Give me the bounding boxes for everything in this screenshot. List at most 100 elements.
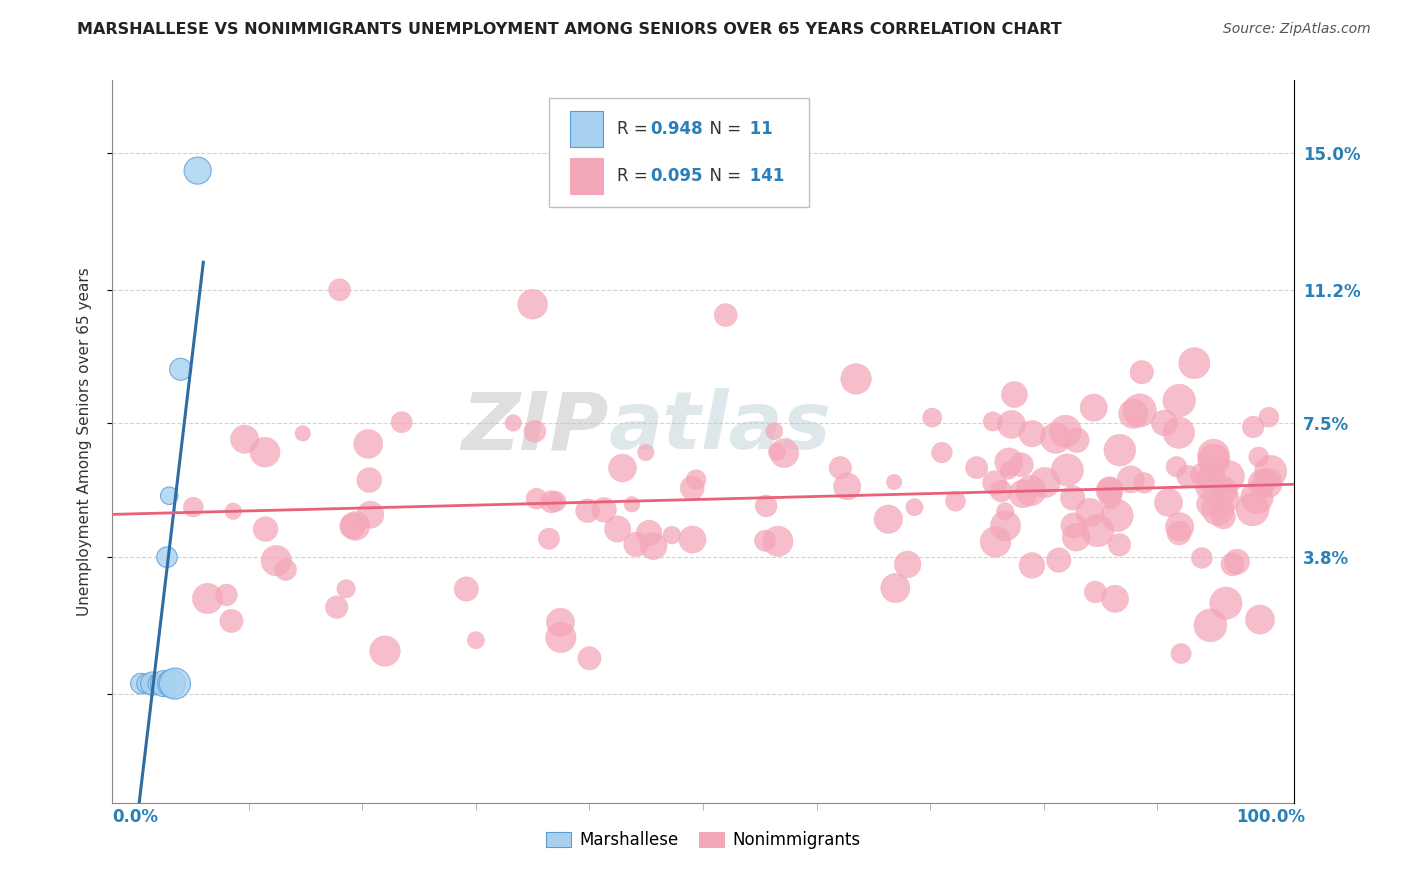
Point [883, 475, 905, 489]
Point [981, 414, 1004, 428]
Point [966, 460, 988, 475]
Point [1213, 483, 1236, 498]
Point [754, 533, 776, 548]
Point [1202, 448, 1225, 462]
Point [830, 460, 852, 475]
Point [391, 415, 413, 429]
Text: N =: N = [699, 120, 747, 138]
Point [526, 491, 548, 506]
Point [1099, 491, 1122, 505]
Point [612, 461, 634, 475]
Point [994, 504, 1017, 518]
Point [550, 631, 572, 645]
Point [1153, 416, 1175, 430]
Point [537, 532, 560, 546]
Point [1133, 475, 1156, 490]
FancyBboxPatch shape [569, 112, 603, 147]
FancyBboxPatch shape [569, 158, 603, 194]
Point [921, 410, 943, 425]
Point [1215, 492, 1237, 507]
Point [1241, 420, 1264, 434]
Point [233, 432, 256, 446]
Point [773, 446, 796, 460]
Text: 11: 11 [744, 120, 773, 138]
Point [643, 539, 665, 553]
Point [1064, 530, 1087, 544]
Point [1045, 431, 1067, 445]
Point [221, 614, 243, 628]
Point [540, 495, 562, 509]
Point [357, 437, 380, 451]
Point [1167, 425, 1189, 440]
Point [1222, 558, 1244, 572]
Point [714, 308, 737, 322]
Point [291, 426, 314, 441]
Point [146, 676, 169, 690]
Point [763, 424, 786, 438]
Point [1215, 596, 1237, 610]
Point [1241, 502, 1264, 516]
Point [1021, 426, 1043, 441]
Point [903, 500, 925, 515]
Text: N =: N = [699, 167, 747, 185]
Point [994, 518, 1017, 533]
Point [1033, 475, 1056, 490]
Point [502, 416, 524, 430]
Text: ZIP: ZIP [461, 388, 609, 467]
Point [1256, 475, 1278, 490]
Point [845, 372, 868, 386]
Point [464, 633, 486, 648]
Point [152, 676, 174, 690]
Text: MARSHALLESE VS NONIMMIGRANTS UNEMPLOYMENT AMONG SENIORS OVER 65 YEARS CORRELATIO: MARSHALLESE VS NONIMMIGRANTS UNEMPLOYMEN… [77, 22, 1062, 37]
Point [135, 676, 157, 690]
Point [344, 519, 367, 533]
Point [359, 508, 381, 522]
Point [335, 582, 357, 596]
Point [181, 500, 204, 515]
Point [1047, 553, 1070, 567]
Point [1191, 551, 1213, 566]
Point [359, 473, 381, 487]
Point [1212, 509, 1234, 524]
Point [1056, 463, 1078, 477]
Point [1168, 526, 1191, 541]
Point [931, 445, 953, 459]
Point [1206, 502, 1229, 516]
Point [1199, 479, 1222, 493]
Point [197, 591, 219, 606]
Point [1108, 443, 1130, 458]
Point [523, 425, 546, 439]
Point [837, 479, 859, 493]
Point [1247, 450, 1270, 464]
Point [1054, 424, 1077, 438]
Point [1177, 469, 1199, 483]
Point [374, 644, 396, 658]
Point [661, 528, 683, 542]
Point [1191, 467, 1213, 482]
Point [342, 519, 364, 533]
Point [638, 526, 661, 541]
Point [1199, 471, 1222, 485]
Point [1078, 505, 1101, 519]
Point [550, 615, 572, 630]
Point [215, 588, 238, 602]
Point [1098, 483, 1121, 498]
Point [681, 481, 703, 495]
Point [187, 163, 209, 178]
Point [1182, 356, 1205, 370]
Point [1168, 520, 1191, 534]
Point [1108, 538, 1130, 552]
Point [1107, 508, 1129, 523]
Point [1122, 407, 1144, 421]
Point [1249, 613, 1271, 627]
Point [1021, 558, 1043, 573]
Text: atlas: atlas [609, 388, 831, 467]
Point [685, 473, 707, 487]
Point [578, 651, 600, 665]
Point [990, 484, 1012, 499]
Point [1062, 491, 1084, 505]
Point [1002, 387, 1025, 401]
Point [1257, 410, 1279, 425]
Point [156, 550, 179, 565]
Point [1104, 591, 1126, 606]
